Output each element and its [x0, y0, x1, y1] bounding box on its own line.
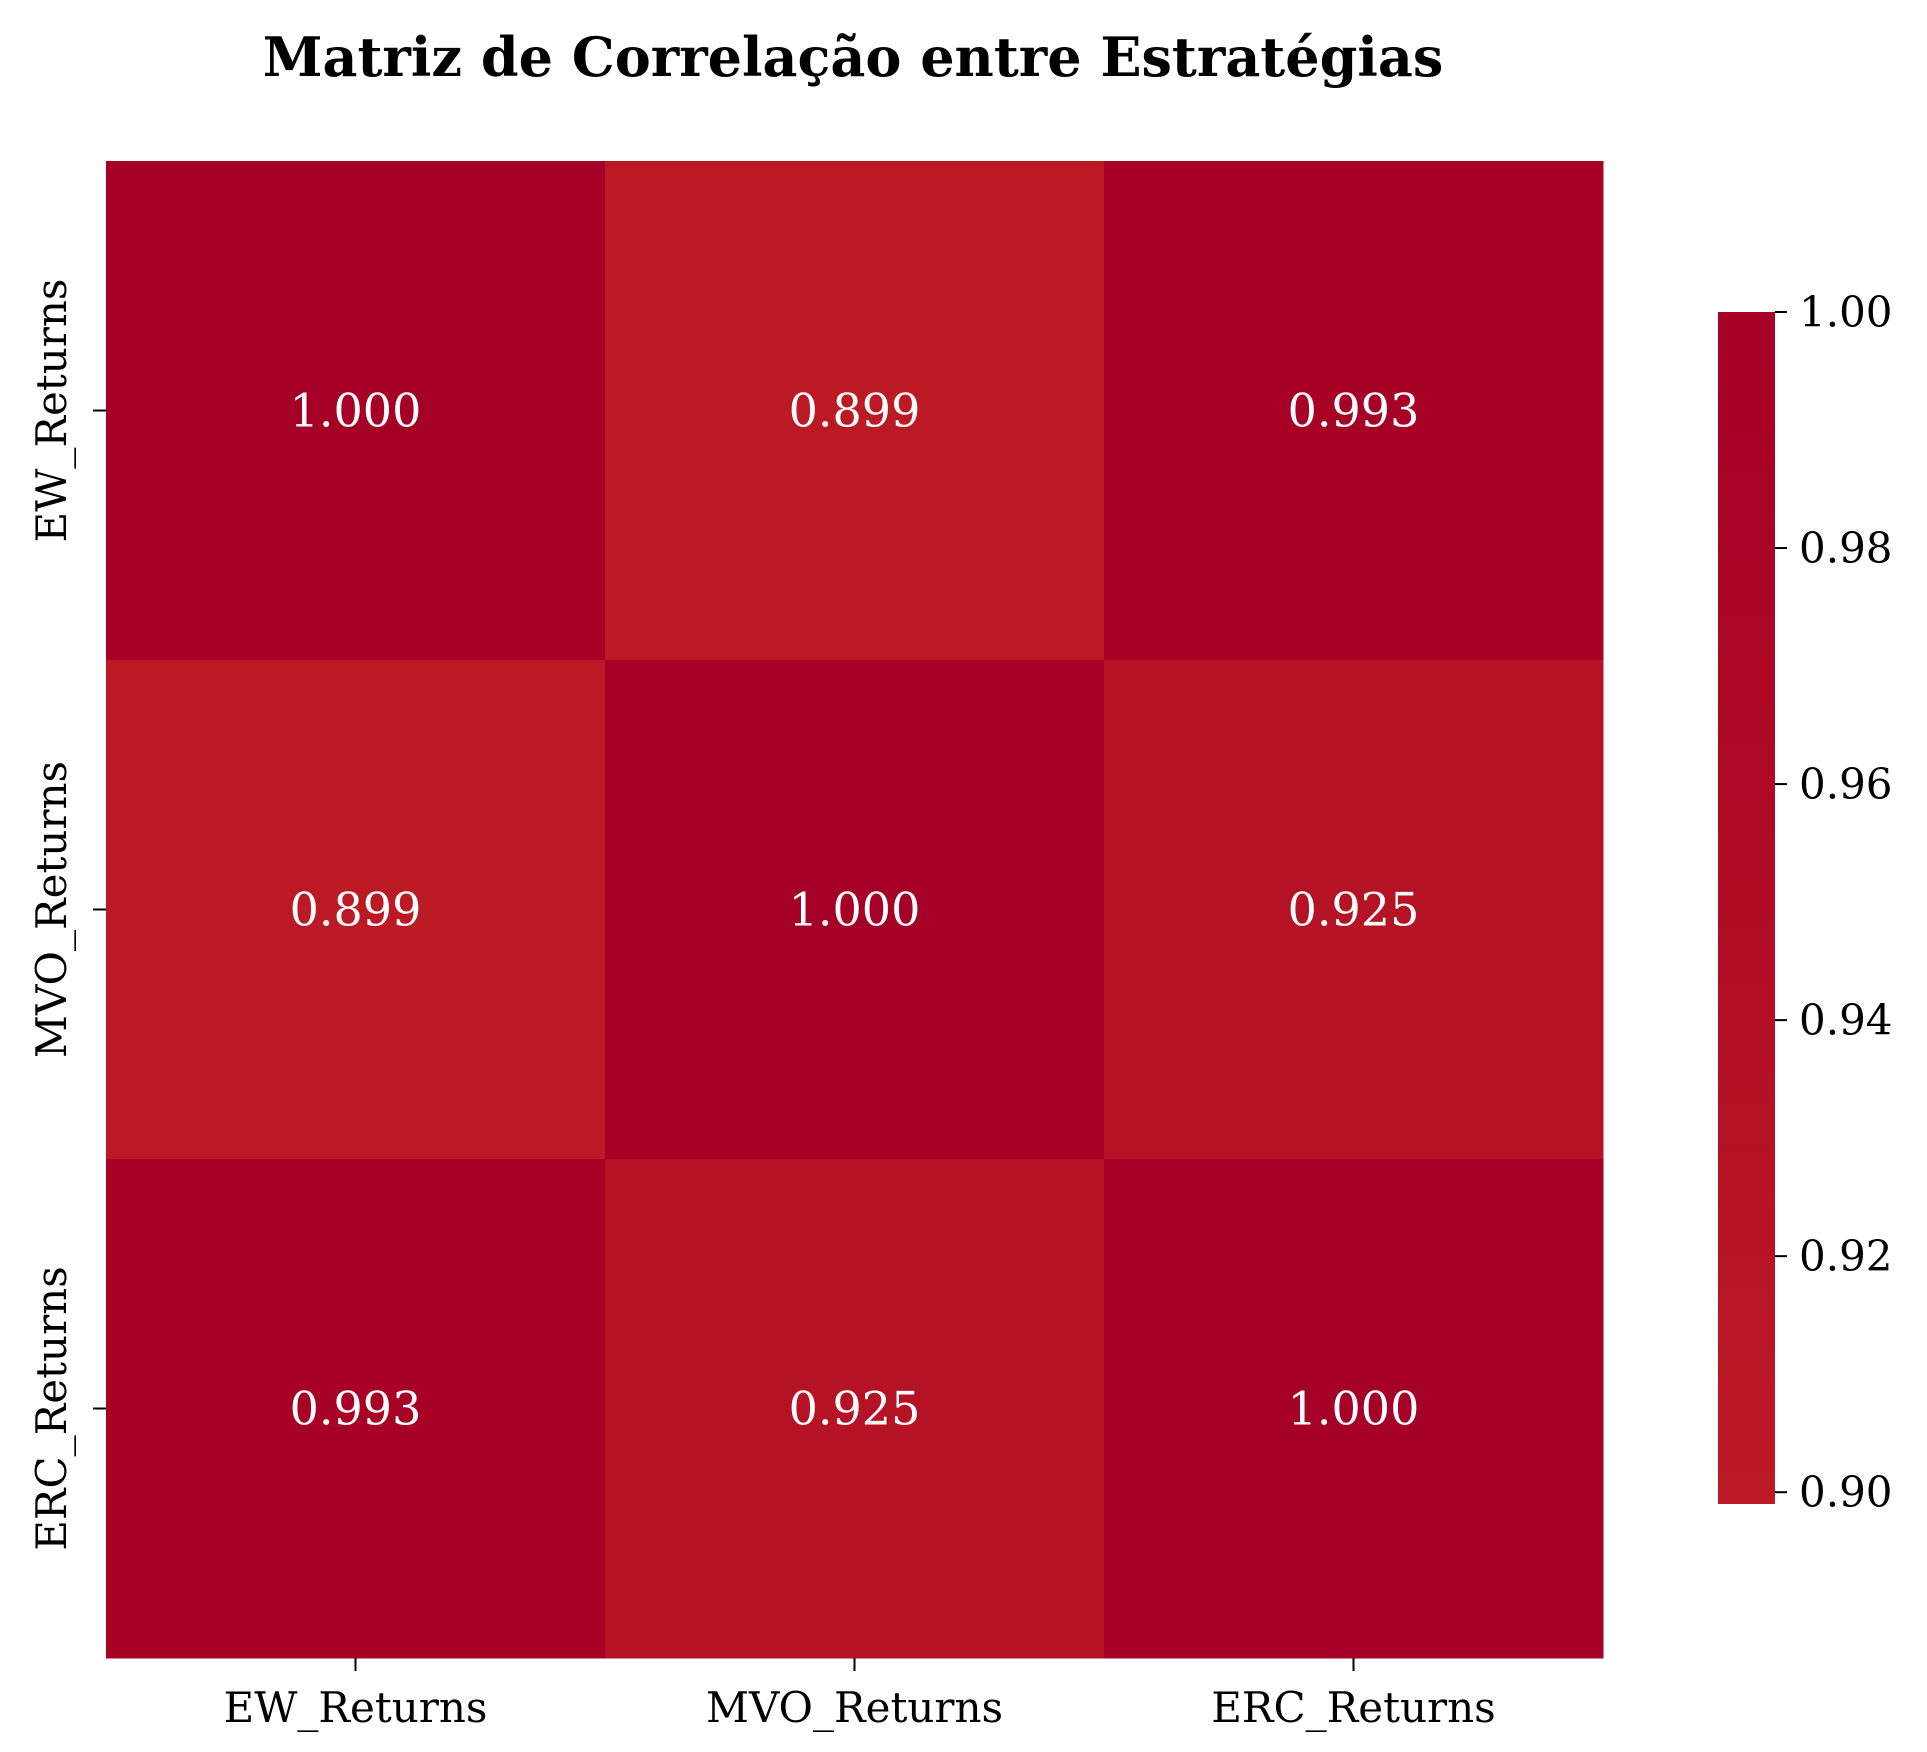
heatmap-cell-1-2 — [1104, 660, 1604, 1160]
cell-value-label-0-0: 1.000 — [290, 384, 422, 438]
colorbar-tick-label: 0.92 — [1799, 1232, 1893, 1281]
colorbar-gradient — [1718, 312, 1775, 1504]
x-tick-label: MVO_Returns — [706, 1683, 1003, 1732]
cell-value-label-1-1: 1.000 — [789, 883, 921, 937]
y-tick-label: MVO_Returns — [27, 761, 76, 1058]
cell-value-label-1-0: 0.899 — [290, 883, 422, 937]
heatmap-cell-1-0 — [106, 660, 606, 1160]
colorbar-tick-label: 0.90 — [1799, 1468, 1893, 1517]
colorbar-tick-label: 0.96 — [1799, 760, 1893, 809]
heatmap-cell-2-0 — [106, 1159, 606, 1659]
cell-value-label-1-2: 0.925 — [1288, 883, 1420, 937]
x-axis: EW_Returns MVO_Returns ERC_Returns — [224, 1658, 1496, 1732]
heatmap-cell-2-2 — [1104, 1159, 1604, 1659]
colorbar: 1.00 0.98 0.96 0.94 0.92 0.90 — [1718, 288, 1893, 1517]
colorbar-tick-label: 1.00 — [1799, 288, 1893, 337]
colorbar-tick-label: 0.98 — [1799, 524, 1893, 573]
y-tick-label: ERC_Returns — [27, 1266, 76, 1551]
heatmap-cell-0-2 — [1104, 161, 1604, 661]
heatmap-cell-1-1 — [605, 660, 1105, 1160]
heatmap-cell-0-0 — [106, 161, 606, 661]
chart-title: Matriz de Correlação entre Estratégias — [263, 25, 1444, 89]
cell-value-label-0-2: 0.993 — [1288, 384, 1420, 438]
x-tick-label: ERC_Returns — [1211, 1683, 1496, 1732]
heatmap-cell-2-1 — [605, 1159, 1105, 1659]
heatmap-cells: 1.000 0.899 0.993 0.899 1.000 0.925 0.993 0.925… — [106, 161, 1604, 1659]
cell-value-label-2-2: 1.000 — [1288, 1382, 1420, 1436]
y-tick-label: EW_Returns — [27, 279, 76, 543]
cell-value-label-2-0: 0.993 — [290, 1382, 422, 1436]
heatmap-cell-0-1 — [605, 161, 1105, 661]
x-tick-label: EW_Returns — [224, 1683, 488, 1732]
cell-value-label-2-1: 0.925 — [789, 1382, 921, 1436]
colorbar-tick-label: 0.94 — [1799, 996, 1893, 1045]
cell-value-label-0-1: 0.899 — [789, 384, 921, 438]
y-axis: EW_Returns MVO_Returns ERC_Returns — [27, 279, 106, 1551]
